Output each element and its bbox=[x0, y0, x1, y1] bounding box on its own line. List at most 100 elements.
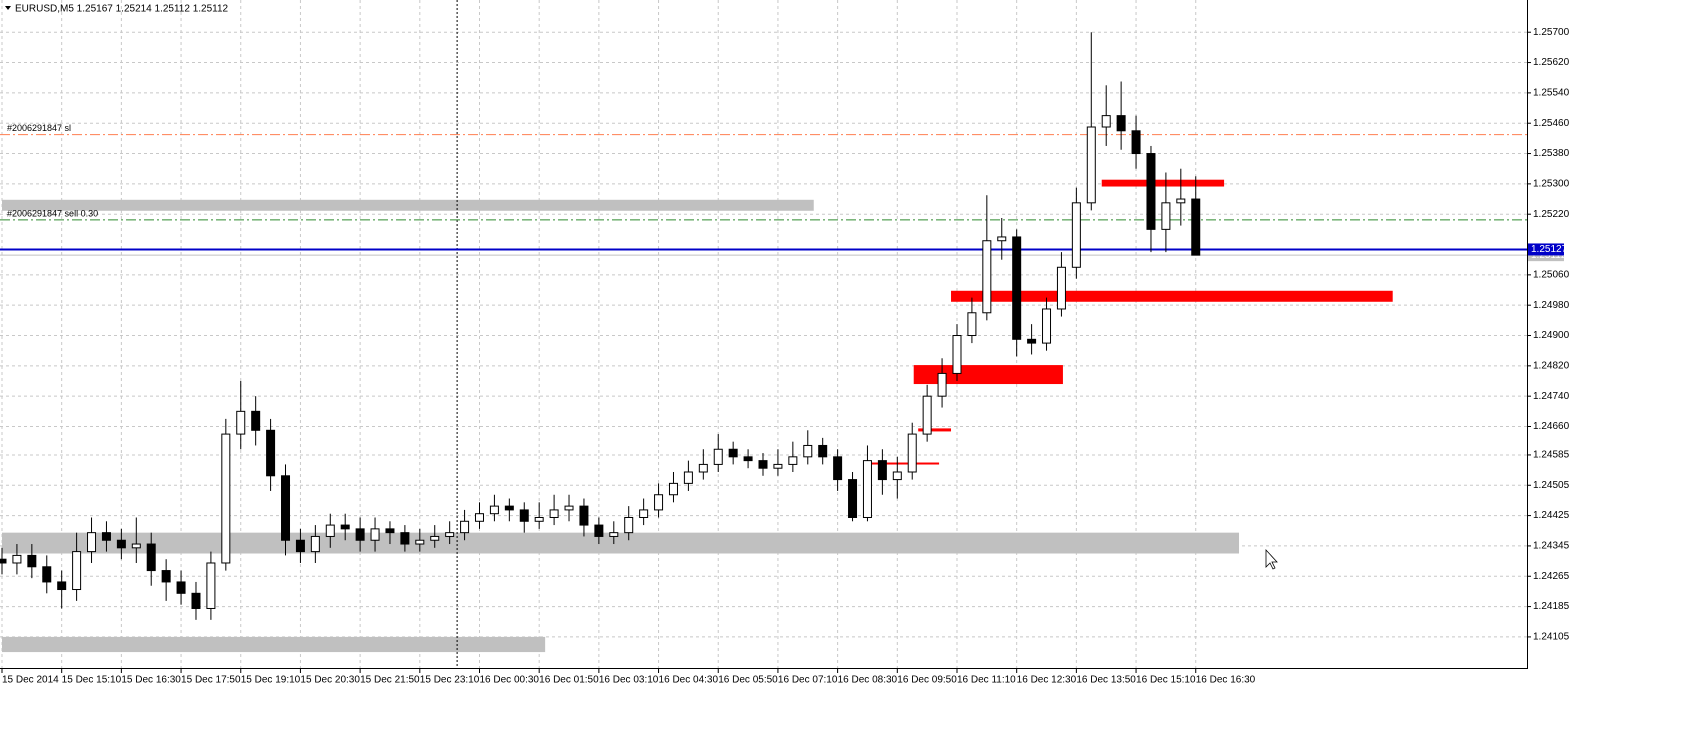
chart-header: EURUSD,M5 1.25167 1.25214 1.25112 1.2511… bbox=[15, 4, 229, 15]
candle-body bbox=[534, 516, 544, 522]
candle-body bbox=[101, 532, 111, 541]
candle-body bbox=[0, 558, 7, 564]
candle-body bbox=[489, 505, 499, 515]
candle-body bbox=[1161, 202, 1171, 230]
candle-body bbox=[1146, 153, 1156, 230]
y-tick-label: 1.24980 bbox=[1533, 300, 1570, 311]
candle-body bbox=[116, 539, 126, 549]
x-tick-label: 15 Dec 15:10 bbox=[62, 675, 122, 686]
candle-body bbox=[758, 460, 768, 469]
candle-body bbox=[773, 463, 783, 469]
candle-body bbox=[340, 524, 350, 530]
y-tick-label: 1.24585 bbox=[1533, 450, 1570, 461]
candle-body bbox=[743, 456, 753, 462]
candle-body bbox=[862, 460, 872, 518]
x-tick-label: 15 Dec 17:50 bbox=[181, 675, 241, 686]
candle-body bbox=[176, 581, 186, 594]
y-tick-label: 1.24900 bbox=[1533, 330, 1570, 341]
candle-body bbox=[579, 505, 589, 526]
candle-body bbox=[1012, 236, 1022, 340]
candle-body bbox=[1116, 115, 1126, 132]
candle-body bbox=[310, 535, 320, 553]
candle-body bbox=[460, 520, 470, 534]
y-tick-label: 1.25220 bbox=[1533, 209, 1570, 220]
price-label: 1.25127 bbox=[1531, 244, 1568, 255]
candle-body bbox=[1056, 266, 1066, 310]
candle-body bbox=[892, 471, 902, 481]
candle-body bbox=[728, 448, 738, 458]
x-tick-label: 16 Dec 13:50 bbox=[1076, 675, 1136, 686]
axes: 1.25700 1.25620 1.25540 1.25460 1.25380 1.253… bbox=[0, 0, 1570, 686]
candle-body bbox=[654, 494, 664, 511]
candle-body bbox=[266, 429, 276, 477]
candle-body bbox=[206, 562, 216, 609]
candle-body bbox=[57, 581, 67, 591]
y-tick-label: 1.25540 bbox=[1533, 88, 1570, 99]
candle-body bbox=[967, 312, 977, 337]
y-tick-label: 1.24265 bbox=[1533, 571, 1570, 582]
candle-body bbox=[295, 539, 305, 553]
candle-body bbox=[937, 372, 947, 397]
x-tick-label: 16 Dec 05:50 bbox=[718, 675, 778, 686]
candle-body bbox=[624, 516, 634, 534]
x-tick-label: 16 Dec 07:10 bbox=[778, 675, 838, 686]
x-tick-label: 16 Dec 15:10 bbox=[1136, 675, 1196, 686]
zone bbox=[2, 199, 814, 211]
candle-body bbox=[997, 236, 1007, 242]
candle-body bbox=[848, 479, 858, 518]
x-tick-label: 16 Dec 04:30 bbox=[659, 675, 719, 686]
candle-body bbox=[445, 532, 455, 537]
mouse-cursor bbox=[1265, 548, 1278, 570]
x-tick-label: 15 Dec 21:50 bbox=[360, 675, 420, 686]
x-tick-label: 16 Dec 03:10 bbox=[599, 675, 659, 686]
candle-body bbox=[519, 509, 529, 522]
candle-body bbox=[1071, 202, 1081, 268]
y-tick-label: 1.24425 bbox=[1533, 510, 1570, 521]
y-tick-label: 1.25460 bbox=[1533, 118, 1570, 129]
candle-body bbox=[42, 566, 52, 583]
candle-body bbox=[27, 554, 37, 568]
y-tick-label: 1.24740 bbox=[1533, 391, 1570, 402]
candle-body bbox=[161, 570, 171, 583]
candle-body bbox=[609, 532, 619, 537]
candle-body bbox=[922, 395, 932, 435]
candle-body bbox=[668, 482, 678, 496]
candle-body bbox=[355, 528, 365, 541]
x-tick-label: 16 Dec 09:50 bbox=[897, 675, 957, 686]
candle-body bbox=[385, 528, 395, 534]
x-tick-label: 15 Dec 23:10 bbox=[420, 675, 480, 686]
zone bbox=[951, 290, 1393, 302]
menu-arrow[interactable] bbox=[5, 6, 11, 10]
candle-body bbox=[1042, 308, 1052, 344]
x-tick-label: 15 Dec 16:30 bbox=[121, 675, 181, 686]
y-tick-label: 1.24185 bbox=[1533, 601, 1570, 612]
x-tick-label: 16 Dec 00:30 bbox=[479, 675, 539, 686]
candle-body bbox=[1191, 198, 1201, 256]
candle-body bbox=[146, 543, 156, 572]
candle-body bbox=[818, 444, 828, 458]
candle-body bbox=[639, 509, 649, 518]
candle-body bbox=[713, 448, 723, 465]
candle-body bbox=[236, 410, 246, 435]
zone bbox=[2, 636, 546, 653]
y-tick-label: 1.25300 bbox=[1533, 179, 1570, 190]
candle-body bbox=[594, 524, 604, 537]
candle-body bbox=[474, 513, 484, 522]
zone bbox=[1101, 179, 1225, 187]
candle-body bbox=[564, 505, 574, 511]
candle-body bbox=[400, 532, 410, 545]
candle-body bbox=[877, 460, 887, 481]
candle-body bbox=[430, 535, 440, 541]
y-tick-label: 1.24660 bbox=[1533, 421, 1570, 432]
candle-body bbox=[833, 456, 843, 481]
candle-body bbox=[415, 539, 425, 545]
y-tick-label: 1.25060 bbox=[1533, 269, 1570, 280]
x-tick-label: 15 Dec 2014 bbox=[2, 675, 59, 686]
candle-body bbox=[788, 456, 798, 465]
candle-body bbox=[1131, 130, 1141, 155]
candle-body bbox=[698, 463, 708, 473]
y-tick-label: 1.25700 bbox=[1533, 27, 1570, 38]
candle-body bbox=[1176, 198, 1186, 204]
candle-body bbox=[191, 592, 201, 609]
